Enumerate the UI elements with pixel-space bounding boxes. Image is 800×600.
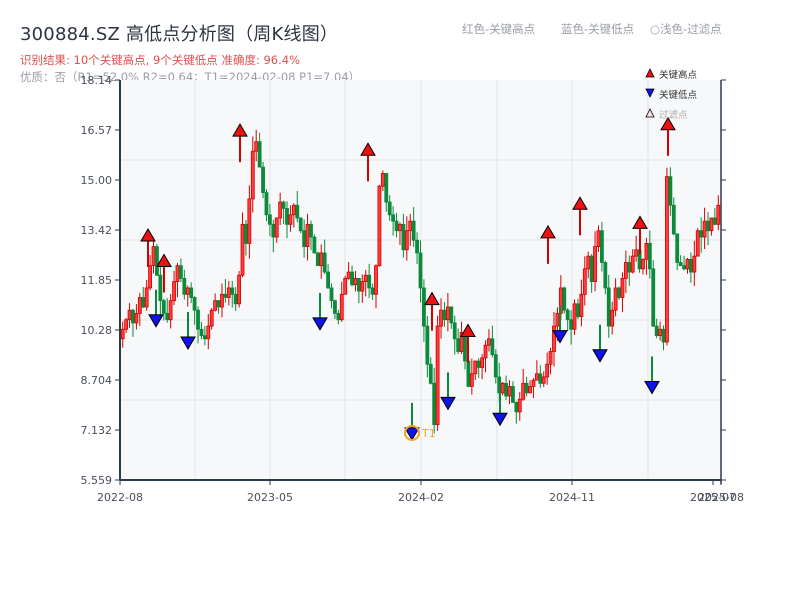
- x-tick-label: 2022-08: [97, 491, 143, 504]
- x-tick-label: 2024-02: [398, 491, 444, 504]
- key-low-marker[interactable]: [644, 380, 660, 395]
- top-legend-filtered: ○浅色-过滤点: [650, 22, 722, 36]
- legend-label-high: 关键高点: [659, 70, 698, 81]
- key-high-marker[interactable]: [572, 196, 588, 210]
- top-legend-low: 蓝色-关键低点: [561, 22, 635, 36]
- key-high-marker[interactable]: [460, 323, 476, 337]
- y-tick-label: 15.00: [81, 174, 113, 187]
- legend-label-filtered: 过滤点: [659, 110, 688, 121]
- key-low-marker[interactable]: [404, 427, 420, 441]
- t1-ring: [404, 424, 420, 441]
- y-tick-label: 10.28: [81, 324, 113, 337]
- key-high-marker[interactable]: [232, 123, 248, 137]
- key-high-marker[interactable]: [140, 228, 156, 242]
- key-markers: T1: [140, 116, 676, 441]
- t1-label: T1: [421, 427, 436, 440]
- y-tick-label: 8.704: [81, 374, 113, 387]
- legend-label-low: 关键低点: [659, 90, 698, 101]
- y-tick-label: 7.132: [81, 424, 113, 437]
- result-summary: 识别结果: 10个关键高点, 9个关键低点 准确度: 96.4%: [20, 53, 301, 67]
- legend-item-low[interactable]: 关键低点: [645, 84, 697, 104]
- top-legend-high: 红色-关键高点: [462, 22, 536, 36]
- key-low-marker[interactable]: [440, 396, 456, 411]
- key-high-marker[interactable]: [156, 253, 172, 267]
- key-low-marker[interactable]: [180, 336, 196, 350]
- triangle-up-faded-icon: [645, 107, 659, 121]
- x-tick-label: 2025-08: [698, 491, 744, 504]
- key-low-marker[interactable]: [492, 412, 508, 427]
- key-high-marker[interactable]: [424, 291, 440, 306]
- legend-item-high[interactable]: 关键高点: [645, 64, 697, 84]
- key-high-marker[interactable]: [540, 224, 556, 239]
- y-tick-label: 16.57: [81, 124, 113, 137]
- y-tick-label: 11.85: [81, 274, 113, 287]
- chart-title: 300884.SZ 高低点分析图（周K线图）: [20, 24, 339, 45]
- candles: [120, 129, 721, 434]
- y-tick-label: 18.14: [81, 74, 113, 87]
- key-high-marker[interactable]: [660, 116, 676, 131]
- key-high-marker[interactable]: [632, 215, 648, 229]
- key-low-marker[interactable]: [312, 317, 328, 331]
- x-tick-label: 2025-07: [690, 491, 736, 504]
- y-tick-label: 5.559: [81, 474, 113, 487]
- key-low-marker[interactable]: [148, 314, 164, 328]
- key-low-marker[interactable]: [592, 349, 608, 363]
- triangle-down-icon: [645, 88, 659, 101]
- x-tick-label: 2024-11: [549, 491, 595, 504]
- key-low-marker[interactable]: [552, 330, 568, 344]
- triangle-up-icon: [645, 67, 659, 81]
- legend-item-filtered[interactable]: 过滤点: [645, 104, 697, 124]
- x-tick-label: 2023-05: [247, 491, 293, 504]
- y-tick-label: 13.42: [81, 224, 113, 237]
- key-high-marker[interactable]: [360, 142, 376, 156]
- chart-legend: 关键高点 关键低点 过滤点: [645, 64, 697, 124]
